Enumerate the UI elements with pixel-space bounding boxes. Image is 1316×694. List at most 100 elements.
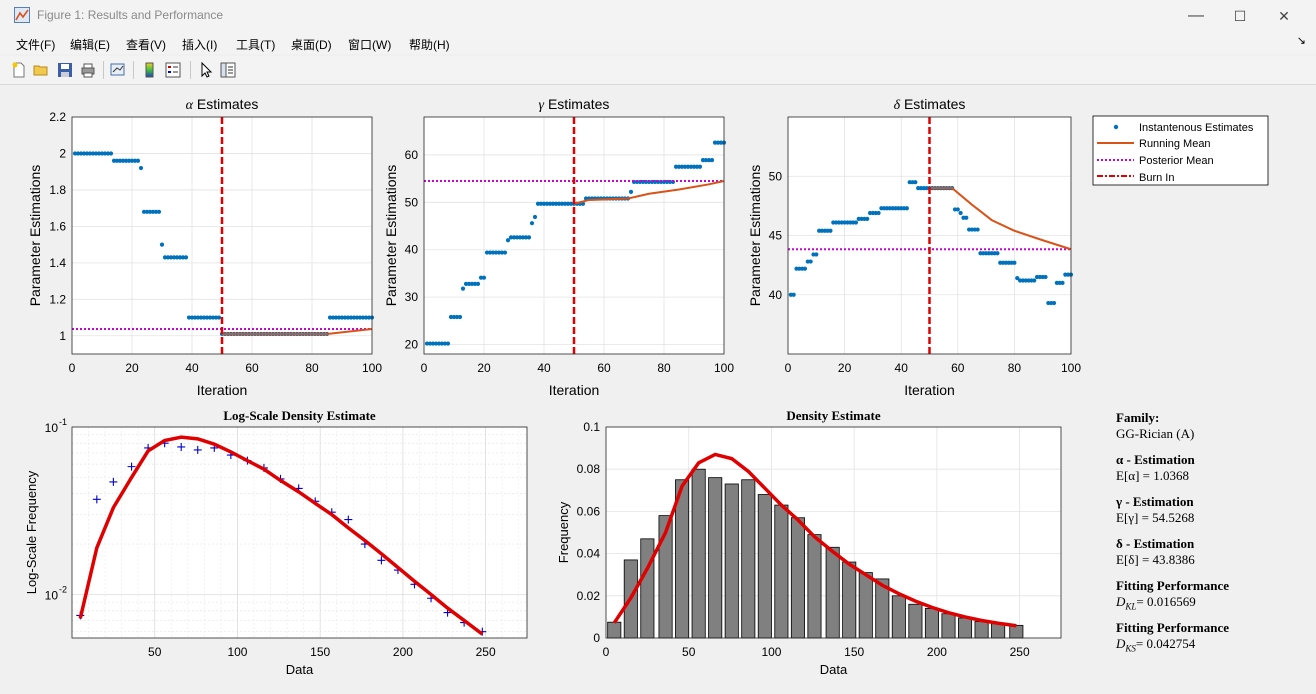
legend-icon[interactable] xyxy=(164,61,182,79)
instant-estimate-point xyxy=(339,315,345,320)
instant-estimate-point xyxy=(913,180,918,185)
x-tick-label: 60 xyxy=(951,361,965,375)
menu-window[interactable]: 窗口(W) xyxy=(348,38,392,52)
y-tick-label: 50 xyxy=(769,169,783,183)
alpha-estimates-axes[interactable]: 0 20 40 60 80 100 1 1.2 1.4 1.6 1.8 2 2.2 α Estimates… xyxy=(27,96,382,398)
x-tick-label: 0 xyxy=(603,645,610,659)
menu-overflow-icon[interactable]: ↘ xyxy=(1296,35,1306,47)
print-icon[interactable] xyxy=(79,61,97,79)
x-tick-label: 40 xyxy=(537,361,551,375)
x-axis-label: Iteration xyxy=(197,382,248,398)
delta-estimates-axes[interactable]: 0 20 40 60 80 100 40 45 50 δ Estimates Iteration Pa… xyxy=(747,96,1081,398)
histogram-bar xyxy=(825,546,840,639)
ks-value: = 0.042754 xyxy=(1135,636,1196,651)
open-folder-icon[interactable] xyxy=(32,61,50,79)
toolbar-separator xyxy=(190,61,191,79)
y-tick-label: 2.2 xyxy=(49,110,66,124)
pointer-icon[interactable] xyxy=(197,61,215,79)
legend-box xyxy=(1092,115,1269,186)
histogram-bar xyxy=(991,623,1006,639)
histogram-bar xyxy=(858,572,873,639)
menu-file[interactable]: 文件(F) xyxy=(16,38,56,52)
instant-estimate-point xyxy=(712,140,718,145)
instant-estimate-point xyxy=(126,158,132,163)
info-family: Family: GG-Rician (A) xyxy=(1116,410,1194,442)
menu-insert[interactable]: 插入(I) xyxy=(182,38,218,52)
instant-estimate-point xyxy=(93,151,99,156)
y-tick-label: 45 xyxy=(769,229,783,243)
y-tick-label: 40 xyxy=(405,243,419,257)
instant-estimate-point xyxy=(508,235,514,240)
menu-desktop[interactable]: 桌面(D) xyxy=(291,38,332,52)
close-button[interactable]: ✕ xyxy=(1278,8,1290,24)
frequency-point xyxy=(193,445,202,454)
colorbar-icon[interactable] xyxy=(141,61,159,79)
instant-estimate-point xyxy=(526,235,532,240)
y-axis-label: Log-Scale Frequency xyxy=(24,470,39,594)
legend-item-posterior: Posterior Mean xyxy=(1139,155,1214,167)
info-gamma: γ - Estimation E[γ] = 54.5268 xyxy=(1116,494,1194,526)
menu-tools[interactable]: 工具(T) xyxy=(236,38,276,52)
instant-estimate-point xyxy=(348,315,354,320)
x-tick-label: 100 xyxy=(362,361,382,375)
instant-estimate-point xyxy=(700,158,706,163)
new-file-icon[interactable] xyxy=(10,61,28,79)
maximize-button[interactable]: ☐ xyxy=(1233,8,1247,24)
y-axis-label: Parameter Estimations xyxy=(27,165,43,307)
instant-estimate-point xyxy=(141,209,147,214)
gamma-label: γ - Estimation xyxy=(1116,494,1194,509)
instant-estimate-point xyxy=(436,341,442,346)
instant-estimate-point xyxy=(351,315,357,320)
legend-item-burnin: Burn In xyxy=(1139,172,1174,184)
instant-estimate-point xyxy=(1015,276,1020,281)
instant-estimate-point xyxy=(360,315,366,320)
link-figure-icon[interactable] xyxy=(109,61,127,79)
instant-estimate-point xyxy=(490,250,496,255)
menu-help[interactable]: 帮助(H) xyxy=(409,38,450,52)
instant-estimate-point xyxy=(466,281,472,286)
density-axes[interactable]: 0 50 100 150 200 250 0 0.02 0.04 0.06 0.08 0.1 Densi… xyxy=(556,408,1062,677)
y-tick-label: 1.8 xyxy=(49,183,66,197)
instant-estimate-point xyxy=(1043,274,1048,280)
kl-value: = 0.016569 xyxy=(1136,594,1196,609)
y-tick-base: 10 xyxy=(45,421,59,435)
instant-estimate-point xyxy=(75,151,81,156)
instant-estimate-point xyxy=(129,158,135,163)
instant-estimate-point xyxy=(517,235,523,240)
family-label: Family: xyxy=(1116,410,1160,425)
save-icon[interactable] xyxy=(56,61,74,79)
alpha-value: E[α] = 1.0368 xyxy=(1116,468,1189,483)
property-editor-icon[interactable] xyxy=(219,61,237,79)
y-tick-label: 20 xyxy=(405,338,419,352)
axes-title: Log-Scale Density Estimate xyxy=(223,408,376,423)
instant-estimate-point xyxy=(1051,300,1057,306)
minimize-button[interactable]: — xyxy=(1188,7,1204,24)
y-axis-label: Parameter Estimations xyxy=(747,165,763,307)
y-axis-label: Frequency xyxy=(556,501,571,563)
axes-title: α Estimates xyxy=(186,96,259,113)
menu-edit[interactable]: 编辑(E) xyxy=(70,38,110,52)
legend[interactable]: Instantenous Estimates Running Mean Post… xyxy=(1092,115,1269,186)
gamma-value: E[γ] = 54.5268 xyxy=(1116,510,1195,525)
instant-estimate-point xyxy=(559,201,565,206)
y-tick-label: 50 xyxy=(405,195,419,209)
instant-estimate-point xyxy=(333,315,339,320)
title-bar: Figure 1: Results and Performance — ☐ ✕ xyxy=(0,0,1316,32)
histogram-bar xyxy=(924,608,939,639)
instant-estimate-point xyxy=(514,235,520,240)
legend-item-instant: Instantenous Estimates xyxy=(1139,122,1254,134)
instant-estimate-point xyxy=(132,158,138,163)
axes-box xyxy=(71,116,373,355)
info-delta: δ - Estimation E[δ] = 43.8386 xyxy=(1116,536,1195,568)
instant-estimate-point xyxy=(162,255,168,260)
instant-estimate-point xyxy=(201,315,207,320)
menu-view[interactable]: 查看(V) xyxy=(126,38,166,52)
toolbar xyxy=(0,56,1316,85)
instant-estimate-point xyxy=(445,341,451,346)
x-tick-label: 20 xyxy=(477,361,491,375)
instant-estimate-point xyxy=(715,140,721,145)
instant-estimate-point xyxy=(547,201,553,206)
